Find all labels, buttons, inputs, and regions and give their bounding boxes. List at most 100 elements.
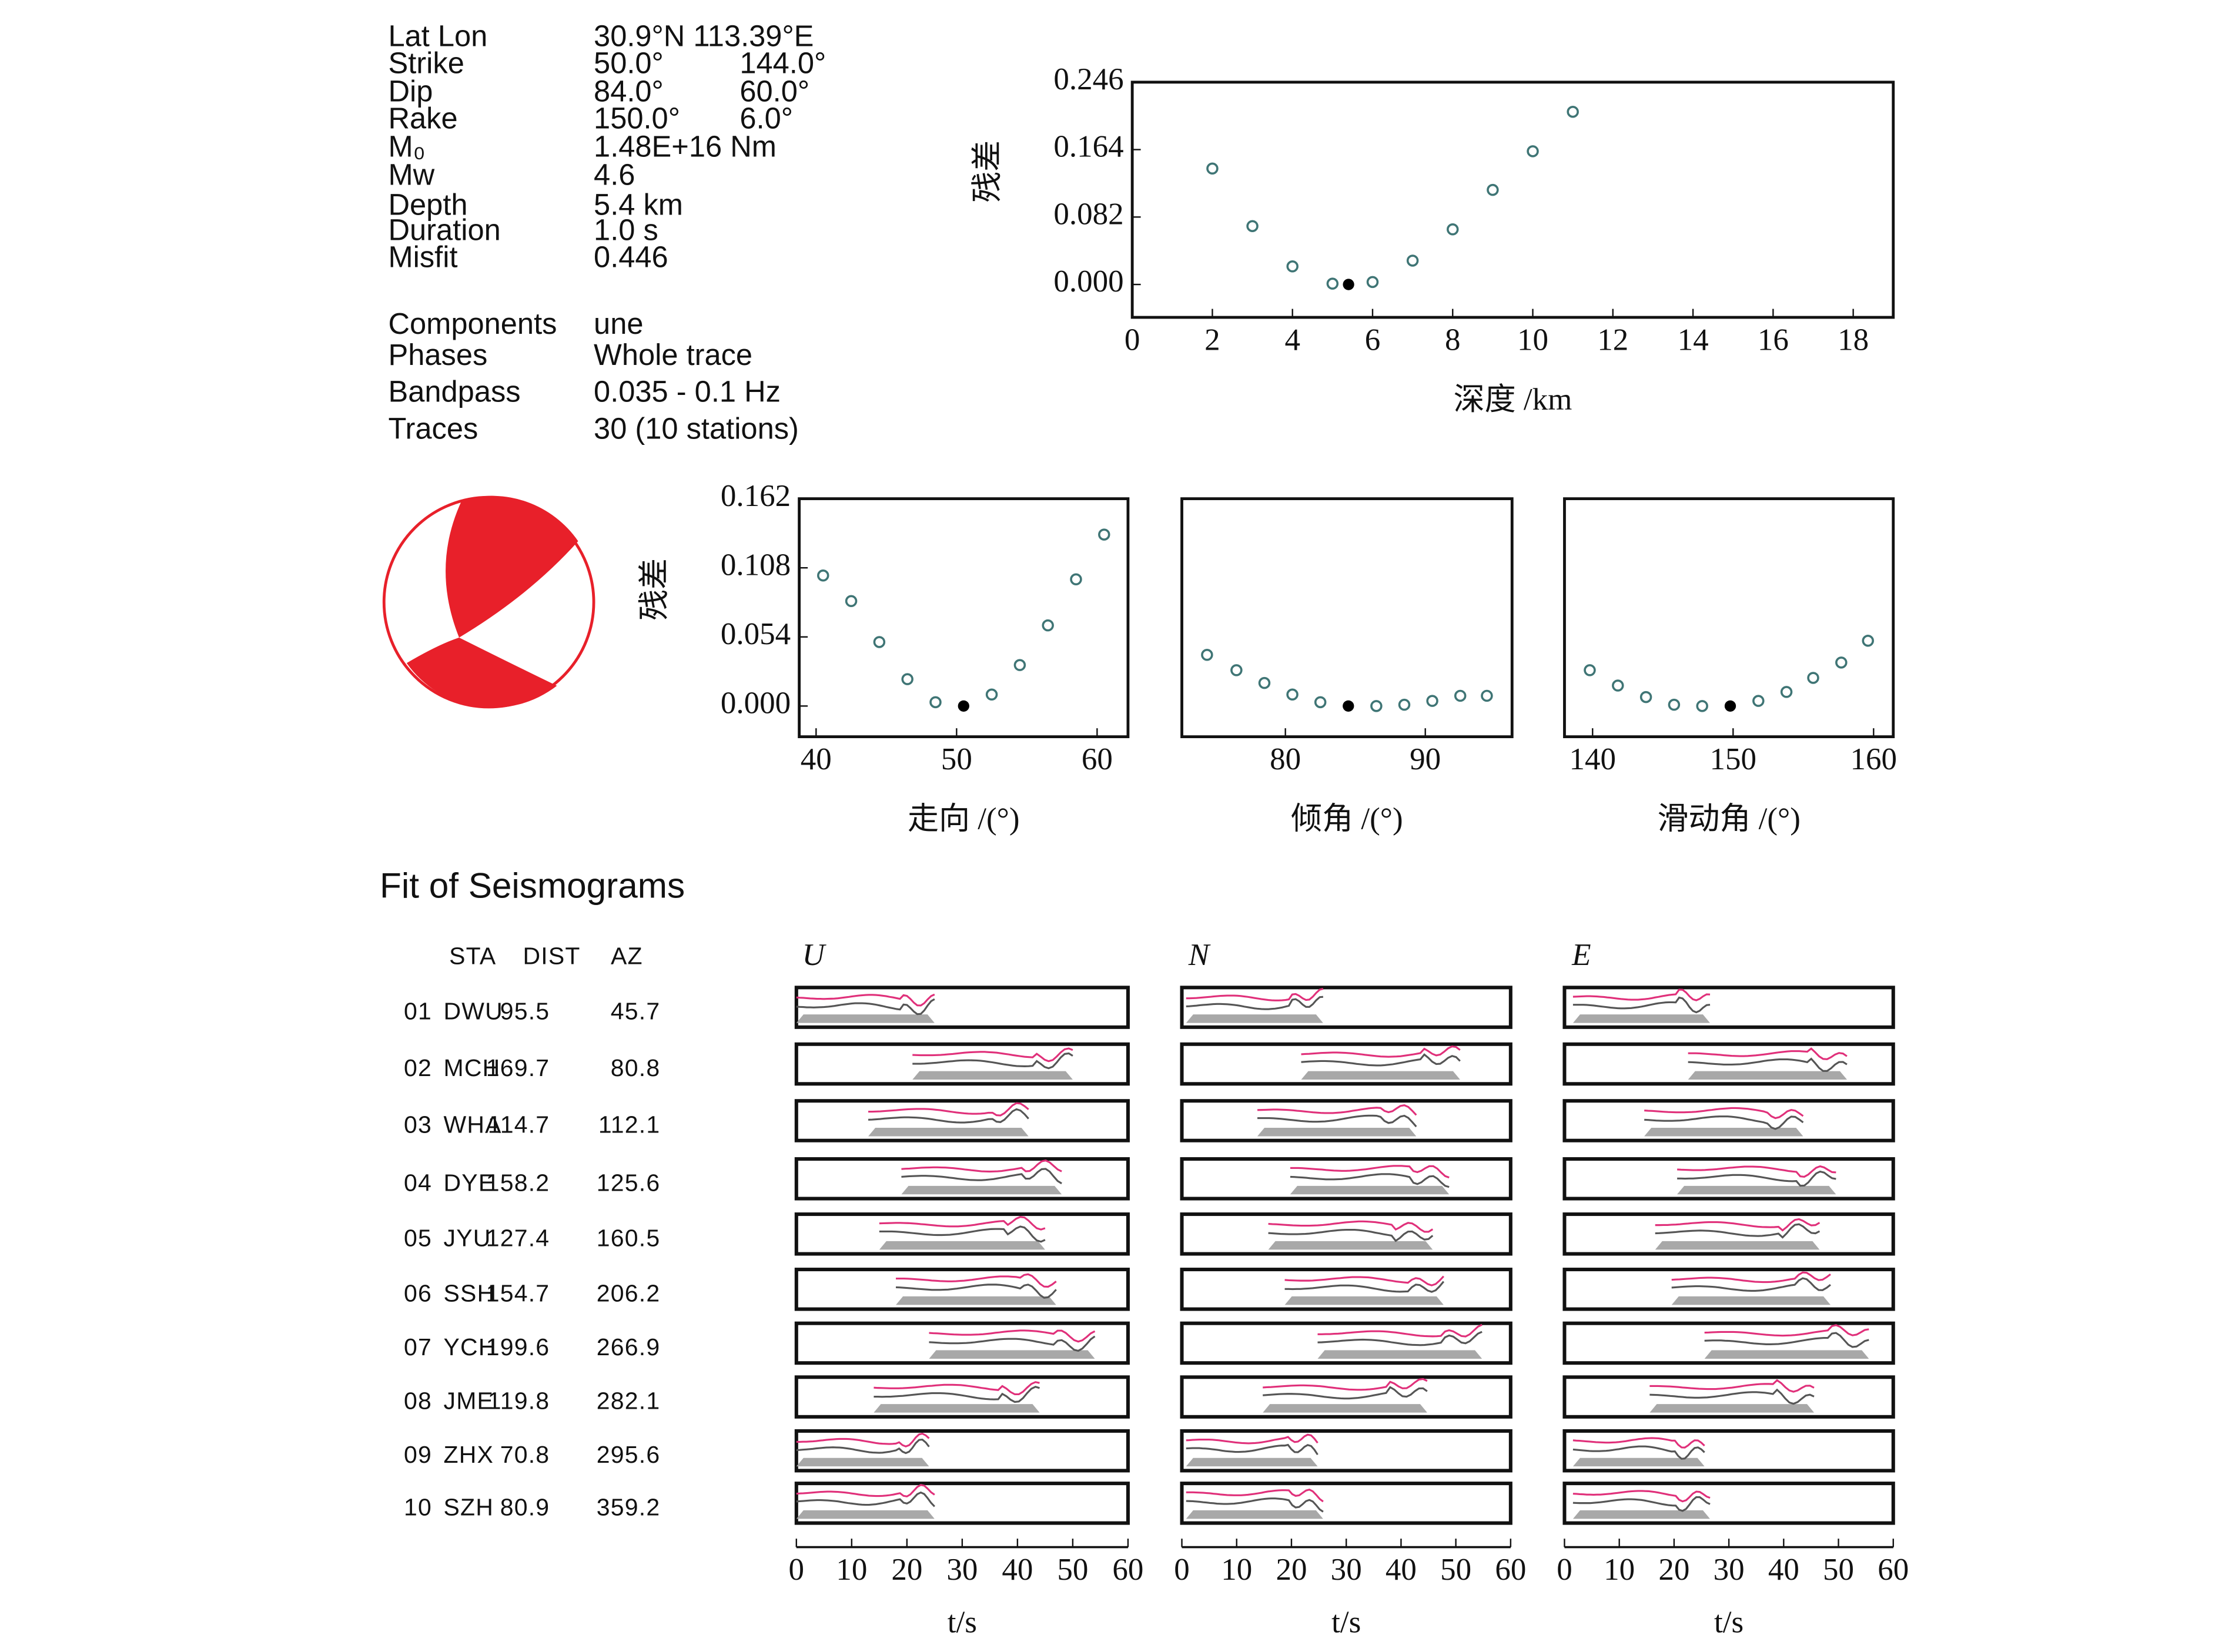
best-point <box>1343 700 1354 712</box>
beachball <box>382 495 595 709</box>
section-title: Fit of Seismograms <box>380 865 685 905</box>
info-value: 6.0° <box>739 101 793 135</box>
trace-window <box>929 1350 1095 1359</box>
info-label: Components <box>388 307 557 340</box>
x-tick-label: 140 <box>1569 742 1616 776</box>
trace-line <box>879 1225 1046 1243</box>
x-tick-label: 0 <box>1125 323 1140 357</box>
x-axis-label: 滑动角 /(°) <box>1657 802 1801 836</box>
trace-window <box>796 1457 929 1467</box>
station-code: SZH <box>444 1493 494 1520</box>
info-label: Bandpass <box>388 375 520 408</box>
plot-frame <box>798 497 1130 739</box>
trace-frame <box>1562 1429 1895 1473</box>
data-point <box>1696 700 1708 712</box>
data-point <box>901 673 913 685</box>
y-axis-label: 残差 <box>638 558 672 621</box>
time-tick-label: 20 <box>1658 1553 1689 1587</box>
data-point <box>1835 656 1848 669</box>
time-axis-label: t/s <box>1331 1605 1361 1639</box>
x-tick-label: 18 <box>1838 323 1869 357</box>
info-value: 150.0° <box>594 101 680 135</box>
trace-window <box>1186 1457 1318 1467</box>
trace-window <box>1677 1185 1836 1195</box>
data-point <box>1454 689 1467 702</box>
time-tick-label: 40 <box>1002 1553 1033 1587</box>
station-az: 112.1 <box>598 1111 661 1138</box>
time-tick-label: 60 <box>1112 1553 1143 1587</box>
trace-frame <box>1180 1482 1512 1525</box>
x-tick-label: 80 <box>1270 742 1301 776</box>
y-tick-label: 0.000 <box>1053 264 1123 299</box>
y-tick-label: 0.246 <box>1053 62 1123 96</box>
time-tick-label: 20 <box>891 1553 922 1587</box>
data-point <box>1612 679 1624 692</box>
station-az: 160.5 <box>597 1224 661 1251</box>
info-value: 4.6 <box>594 158 635 192</box>
info-value: 50.0° <box>594 46 664 79</box>
station-id: 02 <box>404 1054 432 1081</box>
trace-line <box>1290 1165 1450 1179</box>
info-value: 0.446 <box>594 240 668 274</box>
time-tick-label: 30 <box>946 1553 978 1587</box>
time-tick-label: 50 <box>1440 1553 1471 1587</box>
station-dist: 127.4 <box>486 1224 550 1251</box>
y-tick-label: 0.108 <box>721 548 791 582</box>
time-tick-label: 0 <box>1557 1553 1572 1587</box>
trace-frame <box>794 1042 1130 1086</box>
trace-line <box>1655 1223 1821 1239</box>
trace-frame <box>1562 1321 1895 1365</box>
trace-line <box>796 1491 935 1507</box>
trace-window <box>1284 1296 1444 1305</box>
trace-window <box>1317 1350 1483 1359</box>
time-tick-label: 30 <box>1331 1553 1362 1587</box>
trace-line <box>1284 1281 1445 1293</box>
trace-frame <box>794 1429 1130 1473</box>
info-label: Mw <box>388 158 434 192</box>
trace-line <box>1186 1433 1319 1445</box>
time-tick-label: 0 <box>1174 1553 1190 1587</box>
trace-frame <box>1180 1429 1512 1473</box>
station-code: YCH <box>444 1333 497 1361</box>
trace-window <box>796 1510 935 1519</box>
info-value: 84.0° <box>594 74 664 108</box>
station-dist: 114.7 <box>488 1111 550 1138</box>
trace-window <box>1572 1457 1705 1467</box>
trace-window <box>796 1014 935 1023</box>
trace-line <box>1688 1047 1848 1060</box>
station-az: 206.2 <box>597 1279 661 1306</box>
time-axis-label: t/s <box>948 1605 977 1639</box>
x-tick-label: 150 <box>1710 742 1757 776</box>
data-point <box>1206 162 1219 175</box>
time-tick-label: 30 <box>1714 1553 1745 1587</box>
trace-window <box>874 1404 1040 1413</box>
info-value: 5.4 km <box>594 187 683 221</box>
x-tick-label: 10 <box>1517 323 1548 357</box>
station-id: 01 <box>404 998 432 1025</box>
info-label: Phases <box>388 338 487 371</box>
trace-line <box>1572 996 1711 1014</box>
data-point <box>1070 573 1082 586</box>
trace-line <box>1301 1046 1461 1058</box>
x-axis-label: 倾角 /(°) <box>1291 802 1403 836</box>
time-tick-label: 60 <box>1495 1553 1526 1587</box>
data-point <box>1042 619 1054 632</box>
info-label: Strike <box>388 46 464 79</box>
beachball-compression <box>406 637 557 708</box>
trace-line <box>1257 1114 1417 1128</box>
trace-line <box>901 1168 1062 1185</box>
plot-frame <box>1563 497 1895 739</box>
trace-frame <box>1180 1375 1512 1419</box>
x-tick-label: 16 <box>1758 323 1789 357</box>
trace-line <box>868 1102 1029 1117</box>
info-label: Misfit <box>388 240 457 274</box>
data-point <box>1639 691 1652 703</box>
best-point <box>1724 700 1736 712</box>
station-az: 282.1 <box>597 1388 661 1415</box>
best-point <box>1343 279 1354 290</box>
station-az: 295.6 <box>597 1441 661 1468</box>
trace-window <box>1186 1510 1323 1519</box>
x-tick-label: 4 <box>1284 323 1300 357</box>
trace-window <box>896 1296 1056 1305</box>
info-label: Lat Lon <box>388 19 487 52</box>
